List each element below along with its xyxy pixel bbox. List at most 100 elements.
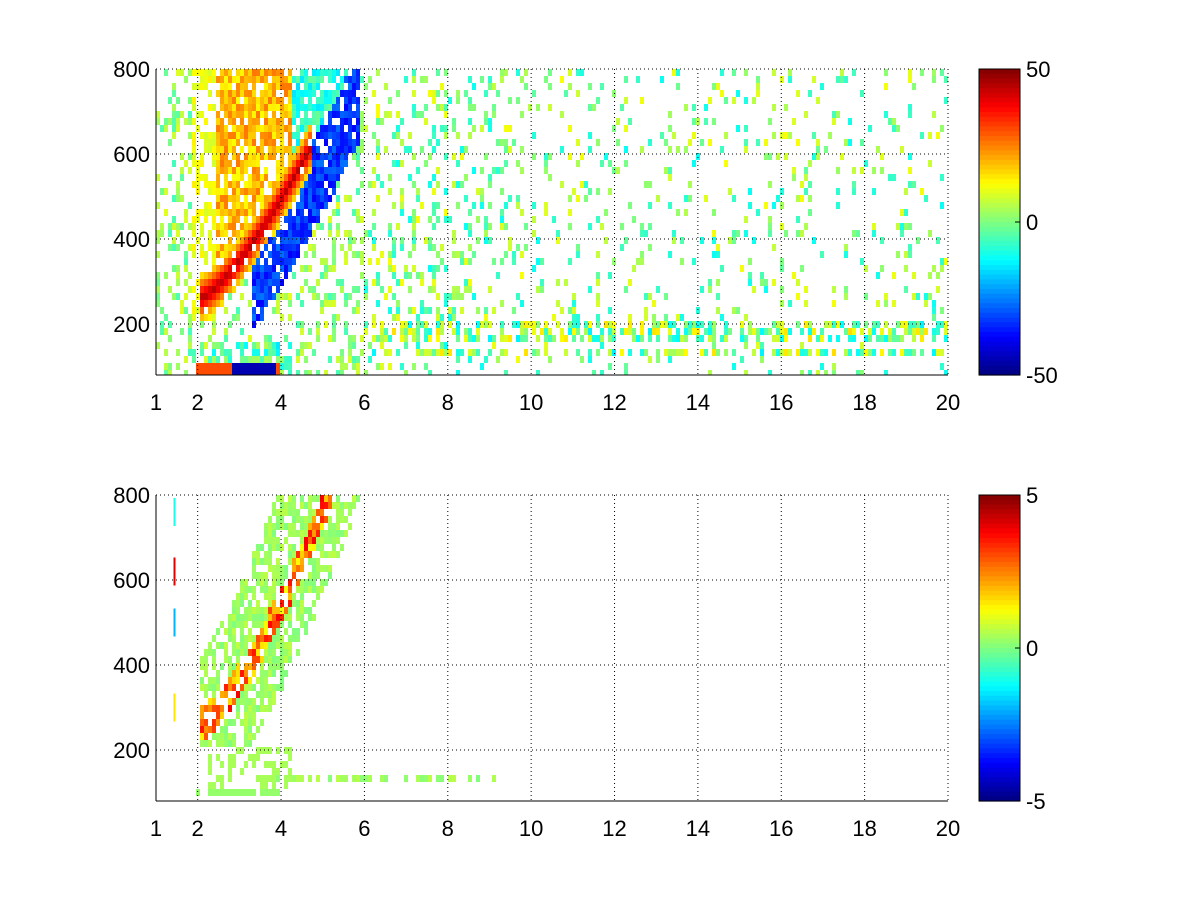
heatmap-cell <box>236 167 240 174</box>
heatmap-cell <box>304 118 308 125</box>
heatmap-cell <box>536 335 540 342</box>
heatmap-cell <box>596 279 600 286</box>
heatmap-cell <box>900 209 904 216</box>
heatmap-cell <box>324 132 328 139</box>
heatmap-cell <box>264 342 268 349</box>
heatmap-cell <box>620 349 624 356</box>
heatmap-cell <box>216 670 220 677</box>
heatmap-cell <box>532 349 536 356</box>
heatmap-cell <box>216 90 220 97</box>
heatmap-cell <box>780 202 784 209</box>
heatmap-cell <box>716 83 720 90</box>
heatmap-cell <box>416 188 420 195</box>
x-tick-label: 6 <box>358 390 370 415</box>
heatmap-cell <box>752 237 756 244</box>
heatmap-cell <box>224 286 228 293</box>
heatmap-cell <box>536 286 540 293</box>
heatmap-cell <box>700 237 704 244</box>
heatmap-cell <box>316 167 320 174</box>
heatmap-cell <box>248 684 252 691</box>
heatmap-cell <box>256 356 260 363</box>
heatmap-cell <box>360 775 364 782</box>
heatmap-cell <box>412 328 416 335</box>
heatmap-cell <box>248 251 252 258</box>
heatmap-cell <box>556 279 560 286</box>
heatmap-cell <box>228 167 232 174</box>
heatmap-cell <box>268 251 272 258</box>
heatmap-cell <box>708 335 712 342</box>
heatmap-cell <box>244 153 248 160</box>
heatmap-cell <box>216 370 220 375</box>
heatmap-cell <box>268 335 272 342</box>
heatmap-cell <box>276 642 280 649</box>
heatmap-cell <box>232 370 236 375</box>
colorbar-segment <box>979 164 1020 171</box>
heatmap-cell <box>320 223 324 230</box>
heatmap-cell <box>808 328 812 335</box>
heatmap-cell <box>336 111 340 118</box>
heatmap-cell <box>844 286 848 293</box>
heatmap-cell <box>268 621 272 628</box>
colorbar-segment <box>979 102 1020 108</box>
heatmap-cell <box>272 244 276 251</box>
heatmap-cell <box>900 321 904 328</box>
heatmap-cell <box>256 579 260 586</box>
heatmap-cell <box>336 209 340 216</box>
heatmap-cell <box>552 314 556 321</box>
heatmap-cell <box>224 349 228 356</box>
heatmap-cell <box>244 614 248 621</box>
heatmap-cell <box>232 677 236 684</box>
heatmap-cell <box>208 272 212 279</box>
heatmap-cell <box>360 251 364 258</box>
heatmap-cell <box>192 153 196 160</box>
heatmap-cell <box>912 328 916 335</box>
heatmap-cell <box>212 153 216 160</box>
heatmap-cell <box>284 104 288 111</box>
heatmap-cell <box>248 160 252 167</box>
heatmap-cell <box>372 349 376 356</box>
heatmap-cell <box>204 726 208 733</box>
heatmap-cell <box>196 237 200 244</box>
heatmap-cell <box>220 286 224 293</box>
heatmap-cell <box>204 181 208 188</box>
colorbar-segment <box>979 69 1020 75</box>
heatmap-cell <box>240 593 244 600</box>
heatmap-cell <box>756 342 760 349</box>
heatmap-cell <box>356 356 360 363</box>
heatmap-cell <box>288 174 292 181</box>
colorbar-segment <box>979 303 1020 309</box>
heatmap-cell <box>676 349 680 356</box>
colorbar-segment <box>979 499 1020 506</box>
heatmap-cell <box>200 719 204 726</box>
heatmap-cell <box>468 279 472 286</box>
heatmap-cell <box>388 251 392 258</box>
heatmap-cell <box>292 195 296 202</box>
heatmap-cell <box>608 349 612 356</box>
heatmap-cell <box>268 642 272 649</box>
heatmap-cell <box>456 356 460 363</box>
heatmap-cell <box>276 202 280 209</box>
heatmap-cell <box>344 90 348 97</box>
heatmap-cell <box>732 349 736 356</box>
heatmap-cell <box>192 251 196 258</box>
heatmap-cell <box>204 209 208 216</box>
heatmap-cell <box>272 761 276 768</box>
heatmap-cell <box>172 293 176 300</box>
heatmap-cell <box>316 593 320 600</box>
heatmap-cell <box>280 118 284 125</box>
heatmap-cell <box>724 335 728 342</box>
heatmap-cell <box>680 258 684 265</box>
heatmap-cell <box>200 244 204 251</box>
heatmap-cell <box>176 244 180 251</box>
heatmap-cell <box>196 209 200 216</box>
heatmap-cell <box>252 279 256 286</box>
heatmap-cell <box>232 761 236 768</box>
heatmap-cell <box>240 789 244 796</box>
heatmap-cell <box>224 153 228 160</box>
heatmap-cell <box>160 223 164 230</box>
heatmap-cell <box>300 230 304 237</box>
heatmap-cell <box>612 349 616 356</box>
heatmap-cell <box>332 293 336 300</box>
heatmap-cell <box>340 153 344 160</box>
heatmap-cell <box>240 356 244 363</box>
